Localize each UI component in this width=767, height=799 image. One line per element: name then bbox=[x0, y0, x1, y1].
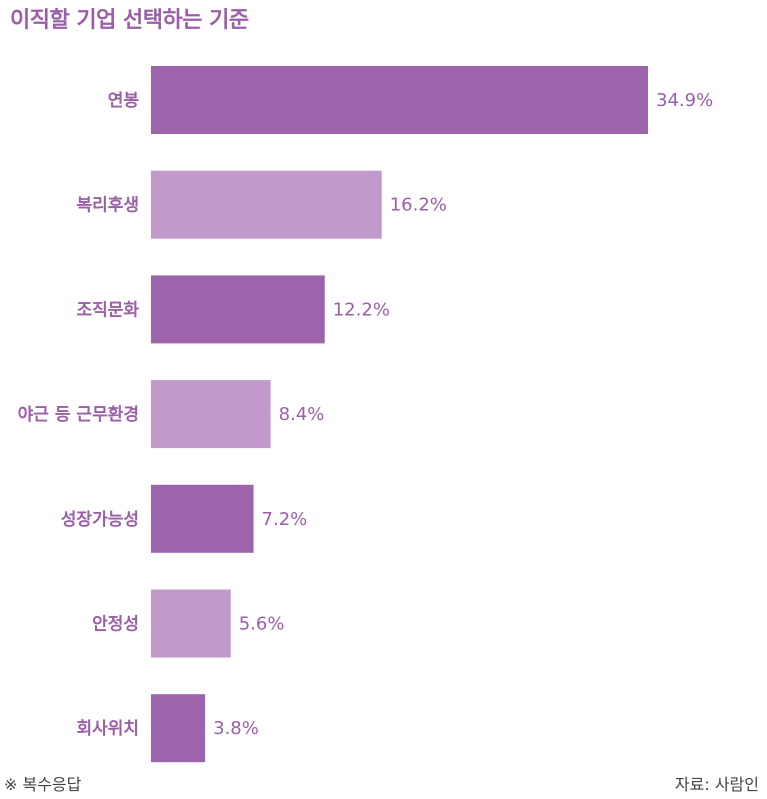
source-note: 자료: 사람인 bbox=[674, 775, 759, 794]
bar-6 bbox=[151, 589, 231, 658]
category-label-7: 회사위치 bbox=[76, 719, 139, 739]
category-label-5: 성장가능성 bbox=[61, 510, 139, 530]
value-label-5: 7.2% bbox=[262, 509, 308, 530]
category-label-6: 안정성 bbox=[92, 615, 139, 635]
footnote: ※ 복수응답 bbox=[4, 775, 82, 794]
bar-7 bbox=[151, 694, 206, 763]
bar-4 bbox=[151, 380, 271, 449]
value-label-6: 5.6% bbox=[239, 614, 285, 635]
bar-1 bbox=[151, 66, 648, 134]
category-label-2: 복리후생 bbox=[76, 195, 139, 216]
bar-3 bbox=[151, 275, 325, 344]
bar-5 bbox=[151, 484, 254, 553]
value-label-4: 8.4% bbox=[279, 404, 325, 425]
category-label-4: 야근 등 근무환경 bbox=[18, 405, 139, 425]
value-label-3: 12.2% bbox=[333, 299, 390, 320]
bar-2 bbox=[151, 170, 382, 239]
category-label-1: 연봉 bbox=[108, 91, 140, 111]
value-label-1: 34.9% bbox=[656, 90, 713, 111]
category-label-3: 조직문화 bbox=[76, 300, 139, 320]
chart-title: 이직할 기업 선택하는 기준 bbox=[10, 8, 249, 33]
value-label-2: 16.2% bbox=[390, 195, 447, 216]
value-label-7: 3.8% bbox=[213, 718, 259, 739]
